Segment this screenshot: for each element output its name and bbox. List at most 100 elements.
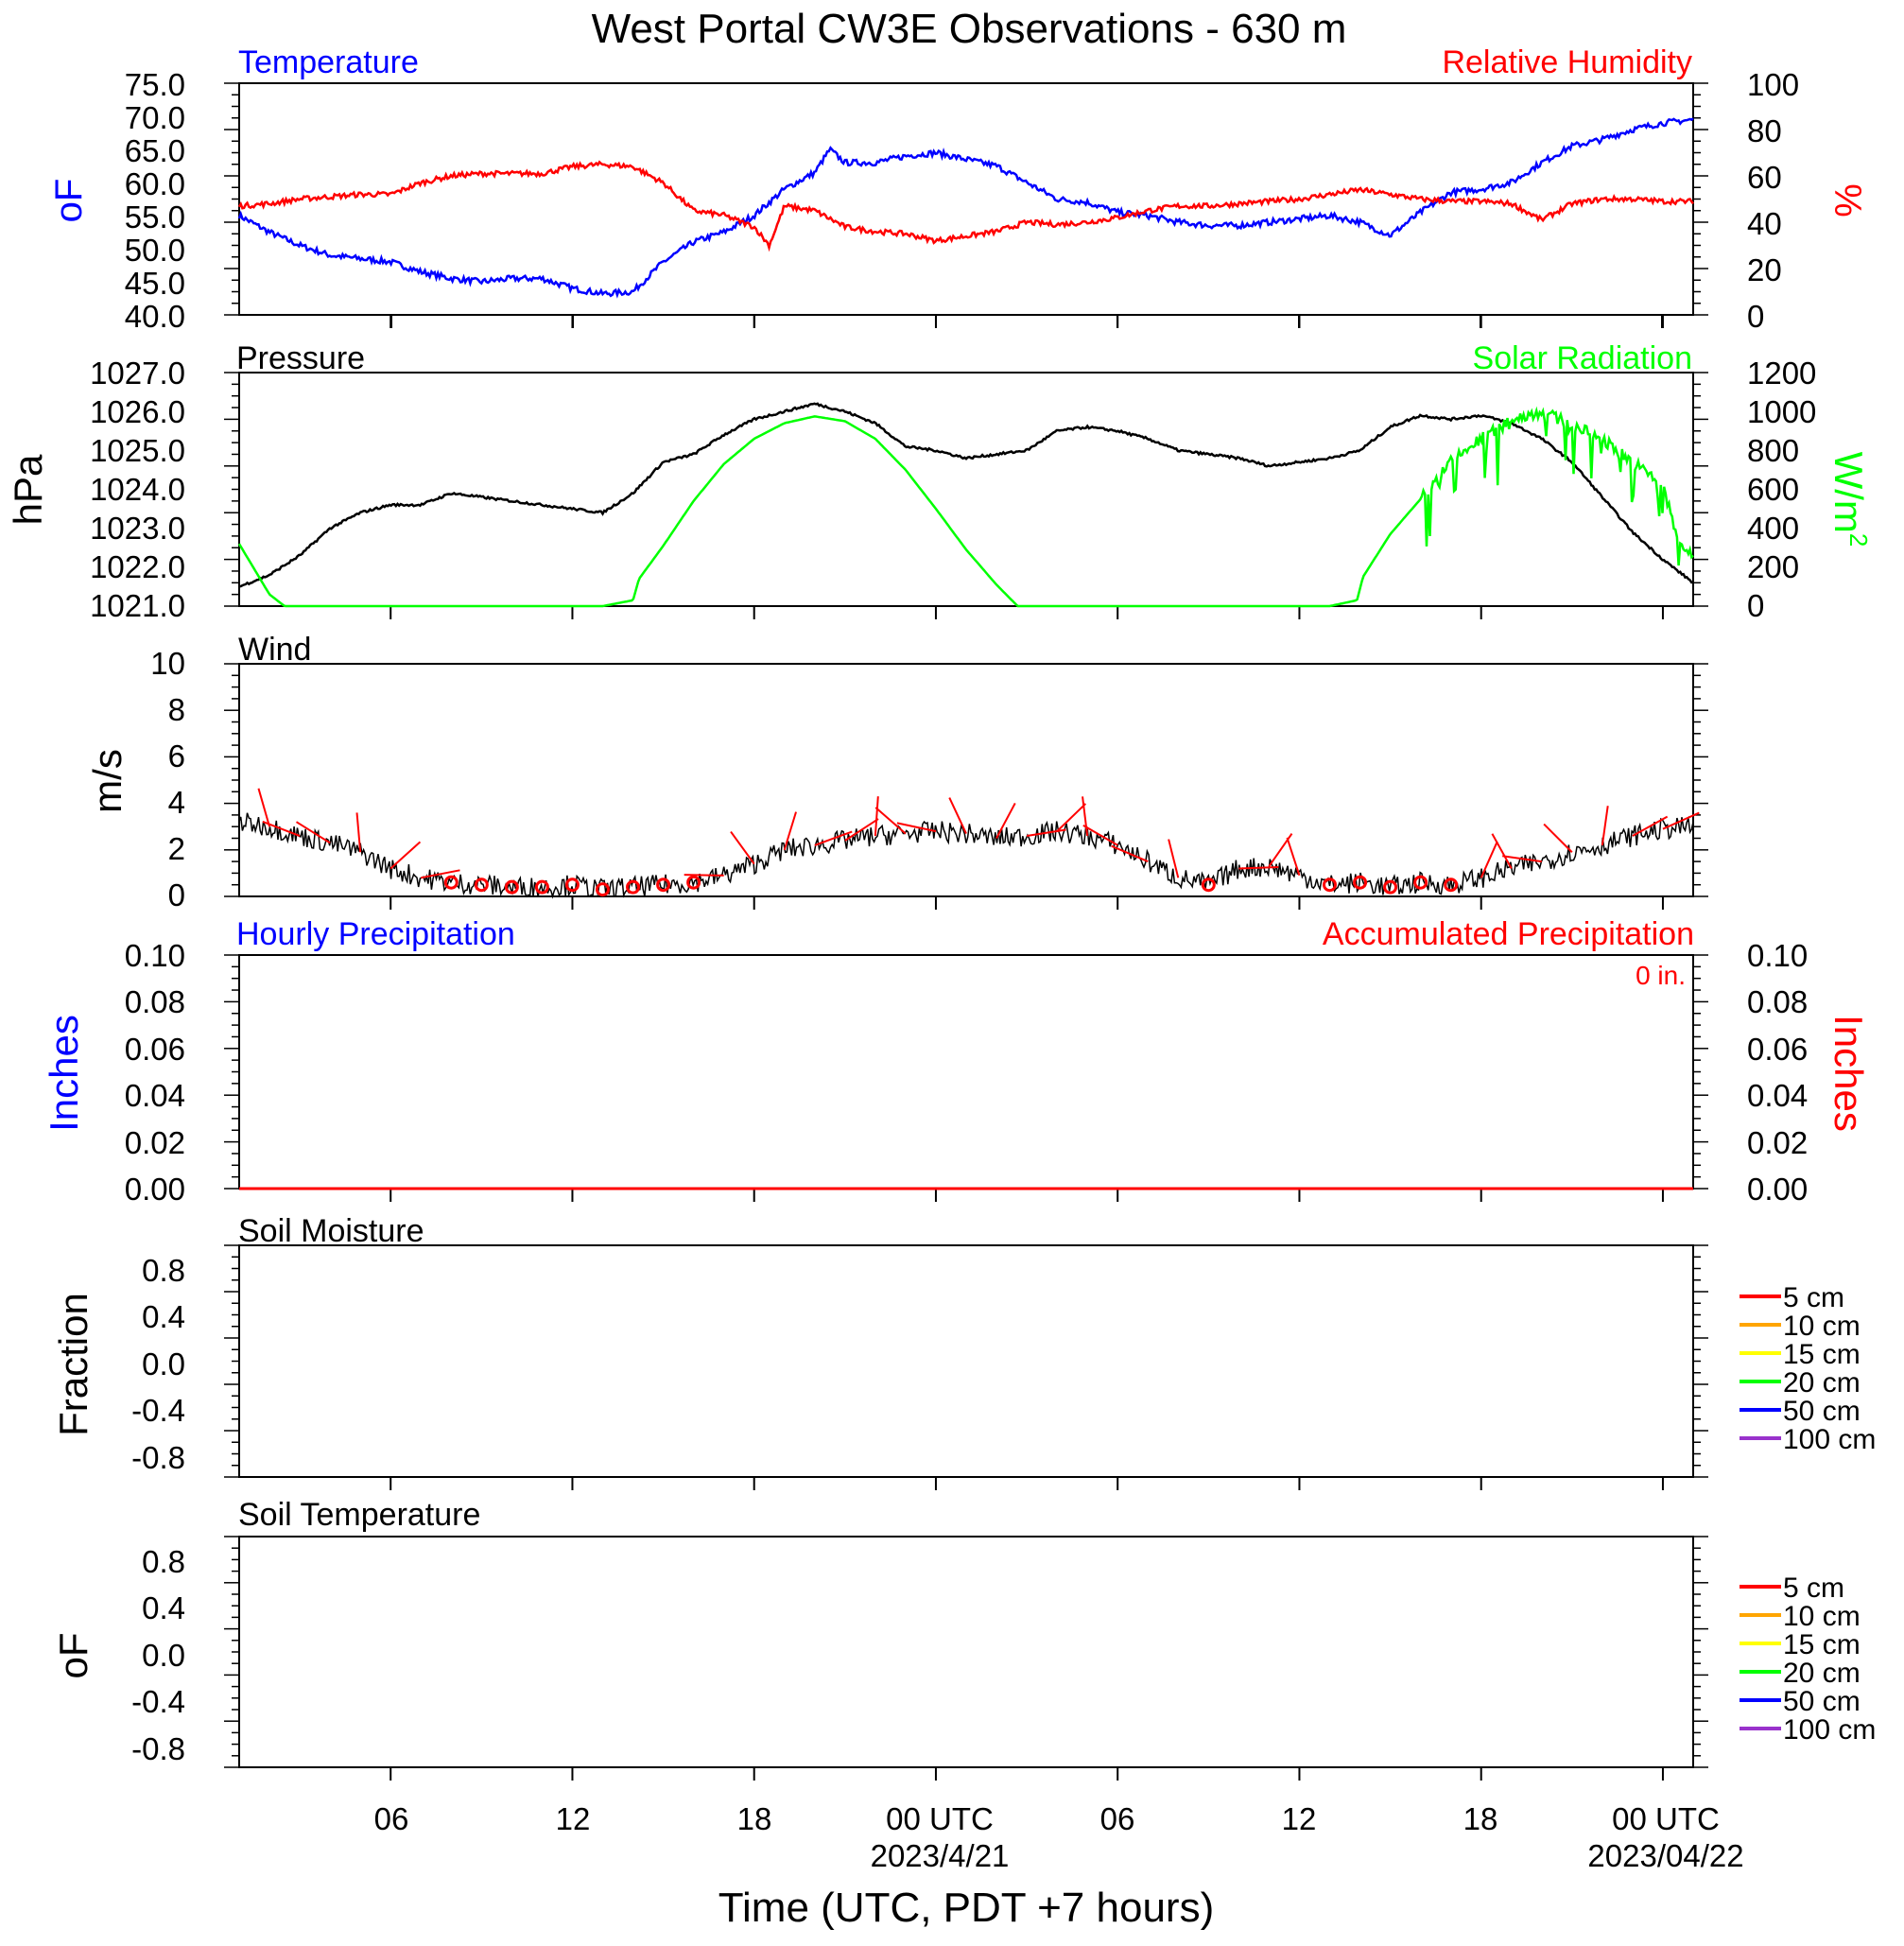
rh-tick-80: 80 xyxy=(1747,113,1782,148)
sm-legend-label-15: 15 cm xyxy=(1783,1339,1861,1370)
humidity-axis-label: % xyxy=(1826,183,1868,217)
temp-tick-55: 55.0 xyxy=(125,200,185,235)
x-tick-label-06b: 06 xyxy=(1100,1801,1135,1836)
wind-panel: Wind 10 8 6 4 2 0 m/s xyxy=(85,632,311,912)
wind-barb-34 xyxy=(1238,866,1279,870)
wind-barb-6 xyxy=(389,841,422,870)
sr-tick-1200: 1200 xyxy=(1747,356,1816,391)
st-legend-label-15: 15 cm xyxy=(1783,1629,1861,1660)
wind-barb-30 xyxy=(1082,825,1118,846)
wind-barb-4 xyxy=(295,821,331,844)
st-tick-0.8: 0.8 xyxy=(142,1544,185,1579)
pressure-y-ticks: 1027.0 1026.0 1025.0 1024.0 1023.0 1022.… xyxy=(90,356,185,623)
wind-calm-marker-39 xyxy=(1383,879,1398,895)
pl-tick-0.04: 0.04 xyxy=(125,1078,185,1113)
st-tick-0.0: 0.0 xyxy=(142,1638,185,1673)
x-axis: 06 12 18 00 UTC 06 12 18 00 UTC 2023/4/2… xyxy=(374,1801,1744,1931)
pr-tick-0.08: 0.08 xyxy=(1747,984,1808,1019)
plot-layer xyxy=(224,82,1708,1781)
x-axis-title: Time (UTC, PDT +7 hours) xyxy=(718,1885,1214,1931)
w-tick-6: 6 xyxy=(168,738,185,773)
accum-precip-total: 0 in. xyxy=(1636,961,1686,990)
x-date-label-2: 2023/04/22 xyxy=(1587,1838,1743,1873)
temp-tick-60: 60.0 xyxy=(125,166,185,201)
wind-barb-35 xyxy=(1268,833,1293,867)
w-tick-10: 10 xyxy=(150,646,185,681)
wind-calm-marker-15 xyxy=(656,877,671,893)
sm-tick-0.4: 0.4 xyxy=(142,1299,185,1334)
sr-tick-0: 0 xyxy=(1747,588,1764,623)
soil-temperature-title: Soil Temperature xyxy=(238,1497,480,1533)
temperature-humidity-ticks xyxy=(390,315,1663,328)
st-legend-label-100: 100 cm xyxy=(1783,1714,1876,1746)
st-legend-label-5: 5 cm xyxy=(1783,1572,1844,1604)
pr-tick-0.00: 0.00 xyxy=(1747,1172,1808,1207)
wind-plot-frame xyxy=(238,663,1694,897)
pl-tick-0.10: 0.10 xyxy=(125,938,185,973)
wind-calm-marker-40 xyxy=(1413,875,1428,890)
wind-barb-17 xyxy=(684,874,724,877)
pressure-panel-title: Pressure xyxy=(236,340,365,376)
humidity-series-line xyxy=(237,160,1695,252)
temp-tick-50: 50.0 xyxy=(125,233,185,268)
sr-tick-200: 200 xyxy=(1747,549,1799,584)
sm-legend-label-50: 50 cm xyxy=(1783,1396,1861,1427)
soil-temperature-y-ticks: 0.8 0.4 0.0 -0.4 -0.8 xyxy=(131,1544,185,1766)
temp-tick-70: 70.0 xyxy=(125,100,185,135)
p-tick-1026: 1026.0 xyxy=(90,394,185,429)
chart-title: West Portal CW3E Observations - 630 m xyxy=(592,6,1347,52)
wind-calm-marker-11 xyxy=(534,879,549,895)
wind-axis-label: m/s xyxy=(85,749,130,813)
soil-temperature-legend: 5 cm 10 cm 15 cm 20 cm 50 cm 100 cm xyxy=(1740,1572,1876,1746)
pl-tick-0.00: 0.00 xyxy=(125,1172,185,1207)
solar-axis-label: W/m2 xyxy=(1826,452,1873,547)
sm-tick-m0.8: -0.8 xyxy=(131,1440,185,1475)
wind-barb-44 xyxy=(1502,855,1542,863)
accum-precip-title: Accumulated Precipitation xyxy=(1323,916,1694,952)
precip-right-ticks: 0.10 0.08 0.06 0.04 0.02 0.00 xyxy=(1747,938,1808,1207)
wind-barb-23 xyxy=(874,807,907,835)
solar-unit-superscript: 2 xyxy=(1844,533,1873,547)
wind-panel-title: Wind xyxy=(238,632,311,668)
solar-unit-base: W/m xyxy=(1826,452,1871,533)
hourly-precip-axis-label: Inches xyxy=(42,1015,86,1132)
solar-y-ticks: 1200 1000 800 600 400 200 0 xyxy=(1747,356,1816,623)
wind-calm-marker-12 xyxy=(564,877,580,893)
p-tick-1021: 1021.0 xyxy=(90,588,185,623)
solar-panel-title: Solar Radiation xyxy=(1473,340,1692,376)
precip-panel: Hourly Precipitation Accumulated Precipi… xyxy=(42,916,1871,1207)
st-tick-m0.8: -0.8 xyxy=(131,1731,185,1766)
sm-legend-label-10: 10 cm xyxy=(1783,1311,1861,1342)
wind-barb-24 xyxy=(896,822,937,833)
wind-calm-marker-9 xyxy=(474,877,489,893)
x-tick-label-00b: 00 UTC xyxy=(1612,1801,1720,1836)
pl-tick-0.02: 0.02 xyxy=(125,1125,185,1160)
sr-tick-800: 800 xyxy=(1747,433,1799,468)
temp-tick-45: 45.0 xyxy=(125,266,185,301)
wind-calm-marker-16 xyxy=(686,875,701,890)
x-tick-label-18: 18 xyxy=(737,1801,772,1836)
wind-barb-46 xyxy=(1601,806,1609,846)
wind-calm-marker-10 xyxy=(504,879,519,895)
sm-tick-0.8: 0.8 xyxy=(142,1253,185,1288)
temp-tick-40: 40.0 xyxy=(125,299,185,334)
soil-moisture-legend: 5 cm 10 cm 15 cm 20 cm 50 cm 100 cm xyxy=(1740,1282,1876,1455)
wind-barb-47 xyxy=(1632,815,1669,837)
rh-tick-40: 40 xyxy=(1747,206,1782,241)
wind-calm-marker-33 xyxy=(1201,877,1216,893)
wind-barb-42 xyxy=(1480,841,1498,878)
wind-calm-marker-8 xyxy=(443,875,459,890)
x-date-label-1: 2023/4/21 xyxy=(871,1838,1010,1873)
x-tick-label-18b: 18 xyxy=(1463,1801,1498,1836)
humidity-panel-title: Relative Humidity xyxy=(1442,44,1692,80)
soil-temperature-plot-frame xyxy=(238,1536,1694,1768)
pr-tick-0.04: 0.04 xyxy=(1747,1078,1808,1113)
sr-tick-400: 400 xyxy=(1747,511,1799,546)
sr-tick-1000: 1000 xyxy=(1747,394,1816,429)
x-tick-label-12b: 12 xyxy=(1282,1801,1317,1836)
st-tick-m0.4: -0.4 xyxy=(131,1684,185,1719)
sm-legend-label-5: 5 cm xyxy=(1783,1282,1844,1313)
pl-tick-0.08: 0.08 xyxy=(125,984,185,1019)
